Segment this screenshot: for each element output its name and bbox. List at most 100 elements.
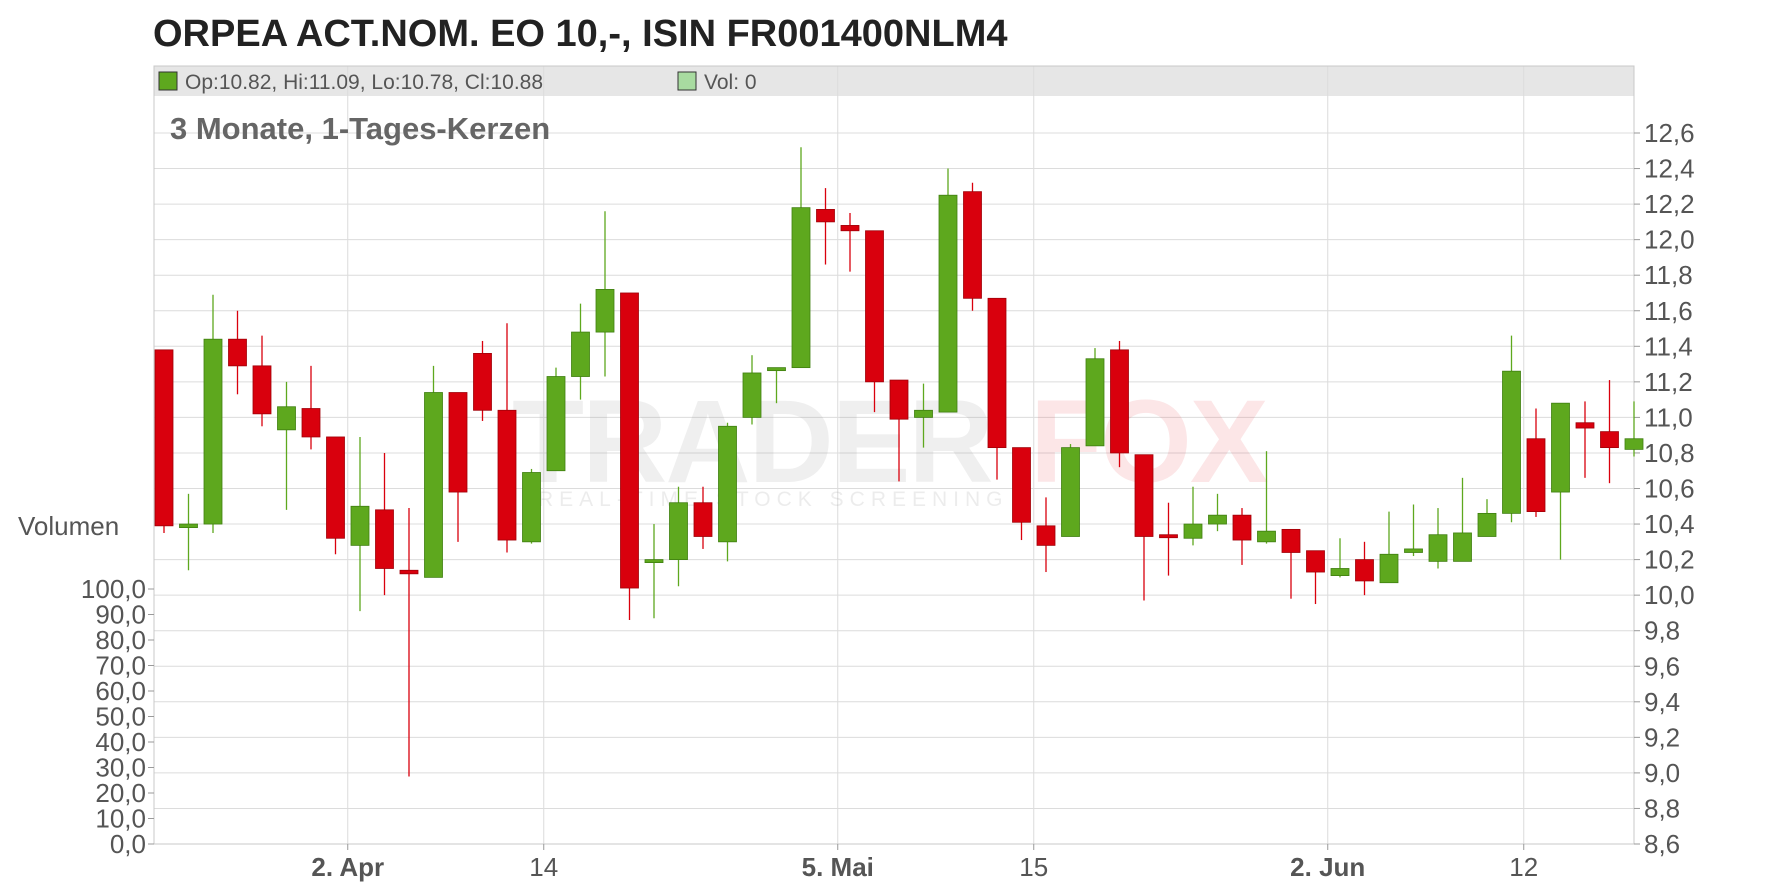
- price-tick-label: 10,6: [1644, 474, 1695, 504]
- x-tick-label: 2. Jun: [1290, 852, 1365, 882]
- candle-body: [301, 408, 321, 438]
- volume-tick-label: 0,0: [110, 829, 146, 859]
- candle-body: [742, 372, 762, 418]
- candle-body: [1012, 447, 1031, 523]
- candle: [1012, 447, 1031, 541]
- price-tick-label: 11,4: [1644, 331, 1693, 361]
- candle-body: [228, 338, 247, 367]
- candle: [1306, 550, 1325, 605]
- candle: [595, 211, 615, 377]
- candle: [1600, 380, 1619, 484]
- candle: [522, 468, 541, 544]
- price-tick-label: 10,0: [1644, 580, 1695, 610]
- candle-body: [179, 523, 198, 529]
- candle: [301, 365, 321, 450]
- price-tick-label: 9,0: [1644, 758, 1680, 788]
- candle-body: [571, 331, 590, 377]
- x-tick-label: 2. Apr: [311, 852, 384, 882]
- candle-body: [1208, 514, 1227, 525]
- price-tick-label: 11,2: [1644, 367, 1693, 397]
- candle: [1061, 444, 1080, 537]
- candle-body: [1600, 431, 1619, 449]
- chart-title: ORPEA ACT.NOM. EO 10,-, ISIN FR001400NLM…: [153, 13, 1008, 55]
- price-tick-label: 10,8: [1644, 438, 1695, 468]
- candle-body: [1575, 422, 1595, 429]
- candle: [1110, 340, 1129, 468]
- price-tick-label: 10,4: [1644, 509, 1695, 539]
- candle-body: [1110, 349, 1129, 454]
- candle-body: [963, 191, 982, 299]
- candle: [1551, 402, 1570, 560]
- candle-body: [1551, 402, 1570, 493]
- legend-background: [154, 66, 1634, 96]
- price-tick-label: 9,8: [1644, 616, 1680, 646]
- volume-tick-label: 20,0: [95, 778, 146, 808]
- candle: [154, 349, 174, 533]
- candle-body: [1355, 559, 1374, 582]
- candle-body: [1477, 512, 1497, 537]
- candle-body: [399, 569, 419, 575]
- price-tick-label: 9,2: [1644, 722, 1680, 752]
- candle-body: [595, 289, 615, 333]
- candle: [1257, 451, 1276, 544]
- candle: [179, 493, 198, 571]
- candle-body: [1134, 454, 1154, 537]
- candle-body: [203, 338, 223, 525]
- candle-body: [840, 225, 860, 232]
- candle-body: [620, 292, 639, 589]
- candle: [1355, 541, 1374, 596]
- candle-body: [865, 230, 884, 383]
- candle: [889, 379, 909, 482]
- candle: [620, 292, 639, 621]
- price-tick-label: 11,0: [1644, 402, 1693, 432]
- candle-body: [693, 502, 713, 537]
- candle: [326, 436, 345, 555]
- candle: [963, 182, 982, 311]
- candle: [644, 524, 664, 619]
- candle-body: [938, 194, 958, 413]
- candle-body: [522, 472, 541, 543]
- candle-body: [1159, 534, 1178, 539]
- x-tick-label: 5. Mai: [802, 852, 874, 882]
- candle-body: [252, 365, 272, 415]
- candle: [693, 486, 713, 549]
- candle: [718, 422, 737, 562]
- candle-body: [497, 409, 517, 541]
- candle: [865, 230, 884, 413]
- volume-axis-title: Volumen: [18, 511, 119, 541]
- candle: [1502, 335, 1521, 523]
- candle: [1183, 486, 1203, 546]
- candle-body: [889, 379, 909, 420]
- candle: [546, 367, 566, 472]
- watermark-tagline: REAL-TIME STOCK SCREENING: [538, 488, 1009, 511]
- price-tick-label: 12,2: [1644, 189, 1695, 219]
- grid: [154, 66, 1634, 845]
- candle-body: [914, 409, 933, 418]
- price-tick-label: 10,2: [1644, 545, 1695, 575]
- candle: [1036, 497, 1056, 573]
- candle-body: [448, 392, 468, 493]
- candle: [375, 452, 394, 596]
- candle-body: [987, 297, 1007, 449]
- candle: [1159, 502, 1178, 576]
- volume-tick-label: 40,0: [95, 727, 146, 757]
- volume-tick-label: 70,0: [95, 651, 146, 681]
- candle-body: [1330, 568, 1350, 576]
- candle-body: [350, 505, 370, 546]
- candle: [1575, 401, 1595, 478]
- candle: [473, 340, 492, 421]
- candle: [1404, 504, 1423, 557]
- price-tick-label: 11,8: [1644, 260, 1693, 290]
- volume-tick-label: 80,0: [95, 625, 146, 655]
- candle: [497, 323, 517, 553]
- price-tick-label: 9,4: [1644, 687, 1680, 717]
- candle-body: [791, 207, 811, 369]
- candle: [228, 310, 247, 395]
- candle-body: [1502, 370, 1521, 514]
- candle: [742, 355, 762, 425]
- candle-body: [1428, 534, 1448, 562]
- candle: [1379, 511, 1399, 584]
- candle: [203, 294, 223, 533]
- candle-body: [644, 559, 664, 563]
